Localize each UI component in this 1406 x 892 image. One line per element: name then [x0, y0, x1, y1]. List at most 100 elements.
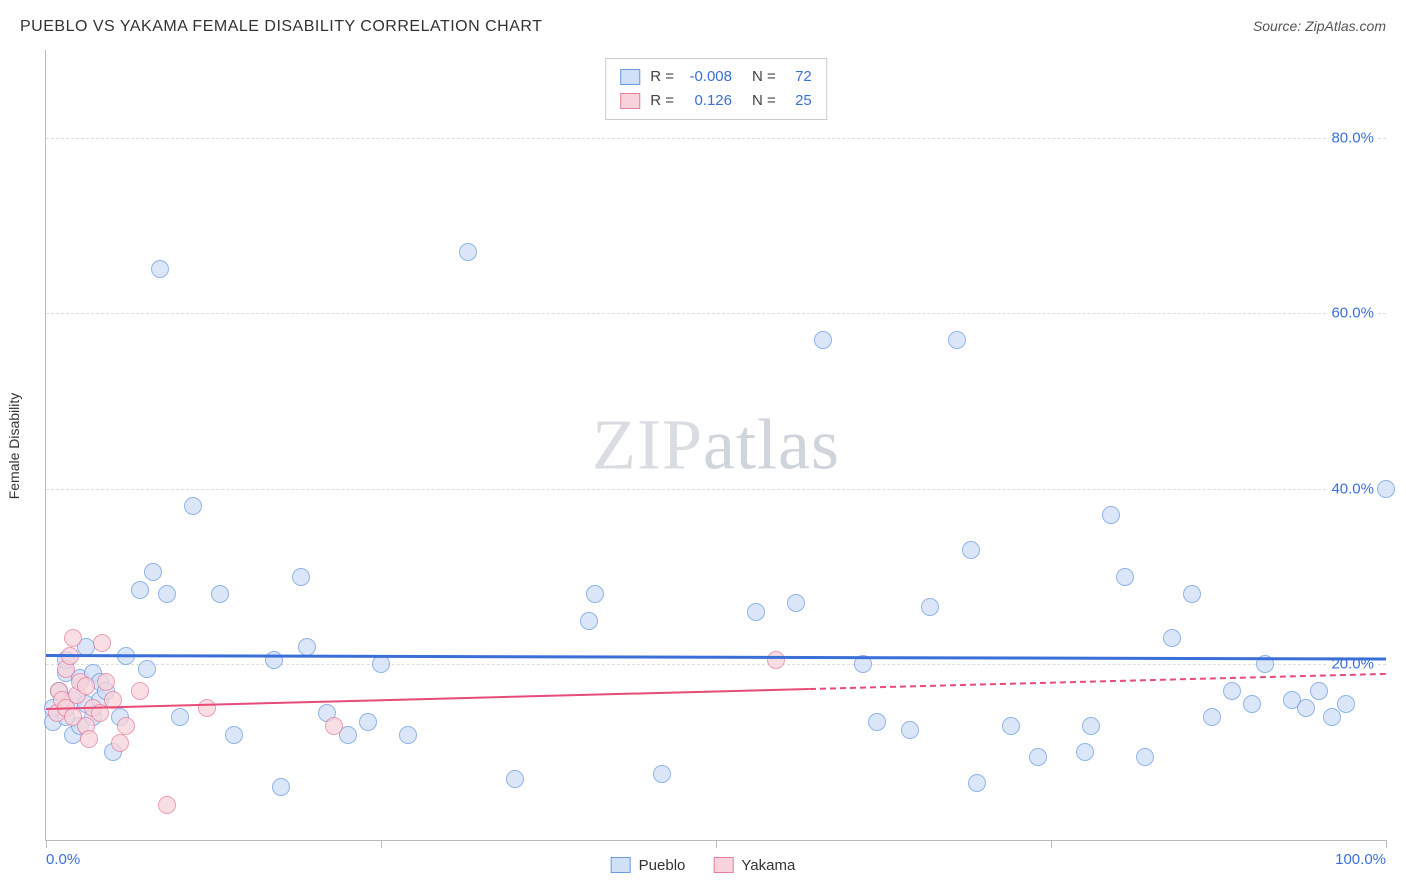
data-point [948, 331, 966, 349]
data-point [93, 634, 111, 652]
legend-swatch [620, 69, 640, 85]
legend-item: Yakama [713, 857, 795, 874]
data-point [1116, 568, 1134, 586]
y-tick-label: 80.0% [1327, 129, 1378, 146]
data-point [1136, 748, 1154, 766]
x-tick [1386, 840, 1387, 848]
data-point [272, 778, 290, 796]
data-point [97, 673, 115, 691]
data-point [1377, 480, 1395, 498]
data-point [506, 770, 524, 788]
data-point [901, 721, 919, 739]
data-point [1163, 629, 1181, 647]
data-point [653, 765, 671, 783]
data-point [399, 726, 417, 744]
data-point [198, 699, 216, 717]
data-point [80, 730, 98, 748]
y-axis-label: Female Disability [6, 393, 22, 500]
data-point [767, 651, 785, 669]
data-point [1203, 708, 1221, 726]
data-point [1337, 695, 1355, 713]
legend-label: Pueblo [639, 857, 686, 874]
data-point [1029, 748, 1047, 766]
data-point [158, 796, 176, 814]
data-point [158, 585, 176, 603]
data-point [814, 331, 832, 349]
trend-line [810, 673, 1386, 690]
legend-swatch [620, 93, 640, 109]
watermark-bold: ZIP [592, 405, 703, 485]
data-point [586, 585, 604, 603]
x-tick [1051, 840, 1052, 848]
chart-header: PUEBLO VS YAKAMA FEMALE DISABILITY CORRE… [20, 18, 1386, 36]
gridline [46, 489, 1386, 490]
data-point [1323, 708, 1341, 726]
x-tick-label: 0.0% [46, 851, 80, 868]
trend-line [46, 654, 1386, 661]
data-point [921, 598, 939, 616]
data-point [111, 734, 129, 752]
data-point [1082, 717, 1100, 735]
watermark: ZIPatlas [592, 404, 840, 487]
data-point [1297, 699, 1315, 717]
legend-r-label: R = [650, 65, 674, 89]
data-point [184, 497, 202, 515]
data-point [359, 713, 377, 731]
data-point [1102, 506, 1120, 524]
scatter-plot: ZIPatlas R =-0.008N =72R =0.126N =25 20.… [45, 50, 1386, 841]
data-point [77, 677, 95, 695]
data-point [962, 541, 980, 559]
correlation-legend: R = -0.008 N = 72 R = 0.126 N = 25 [605, 58, 827, 120]
data-point [1243, 695, 1261, 713]
data-point [580, 612, 598, 630]
chart-source: Source: ZipAtlas.com [1253, 18, 1386, 34]
x-tick [46, 840, 47, 848]
data-point [151, 260, 169, 278]
x-tick [716, 840, 717, 848]
data-point [968, 774, 986, 792]
legend-n-value: 25 [786, 89, 812, 113]
data-point [292, 568, 310, 586]
x-tick [381, 840, 382, 848]
legend-r-value: 0.126 [684, 89, 732, 113]
data-point [325, 717, 343, 735]
series-legend: Pueblo Yakama [611, 850, 796, 880]
data-point [459, 243, 477, 261]
data-point [131, 682, 149, 700]
data-point [64, 629, 82, 647]
gridline [46, 664, 1386, 665]
data-point [144, 563, 162, 581]
data-point [1223, 682, 1241, 700]
data-point [1183, 585, 1201, 603]
x-tick-label: 100.0% [1335, 851, 1386, 868]
legend-n-value: 72 [786, 65, 812, 89]
legend-n-label: N = [752, 89, 776, 113]
legend-label: Yakama [741, 857, 795, 874]
trend-line [46, 688, 810, 710]
gridline [46, 313, 1386, 314]
data-point [298, 638, 316, 656]
gridline [46, 138, 1386, 139]
legend-swatch [713, 857, 733, 873]
chart-title: PUEBLO VS YAKAMA FEMALE DISABILITY CORRE… [20, 18, 542, 36]
legend-n-label: N = [752, 65, 776, 89]
data-point [225, 726, 243, 744]
legend-row: R = -0.008 N = 72 [620, 65, 812, 89]
legend-r-value: -0.008 [684, 65, 732, 89]
data-point [171, 708, 189, 726]
data-point [747, 603, 765, 621]
legend-item: Pueblo [611, 857, 686, 874]
legend-r-label: R = [650, 89, 674, 113]
data-point [372, 655, 390, 673]
data-point [1076, 743, 1094, 761]
data-point [117, 717, 135, 735]
legend-row: R = 0.126 N = 25 [620, 89, 812, 113]
data-point [131, 581, 149, 599]
data-point [1002, 717, 1020, 735]
data-point [1310, 682, 1328, 700]
data-point [868, 713, 886, 731]
y-tick-label: 40.0% [1327, 480, 1378, 497]
y-tick-label: 60.0% [1327, 305, 1378, 322]
data-point [787, 594, 805, 612]
data-point [211, 585, 229, 603]
